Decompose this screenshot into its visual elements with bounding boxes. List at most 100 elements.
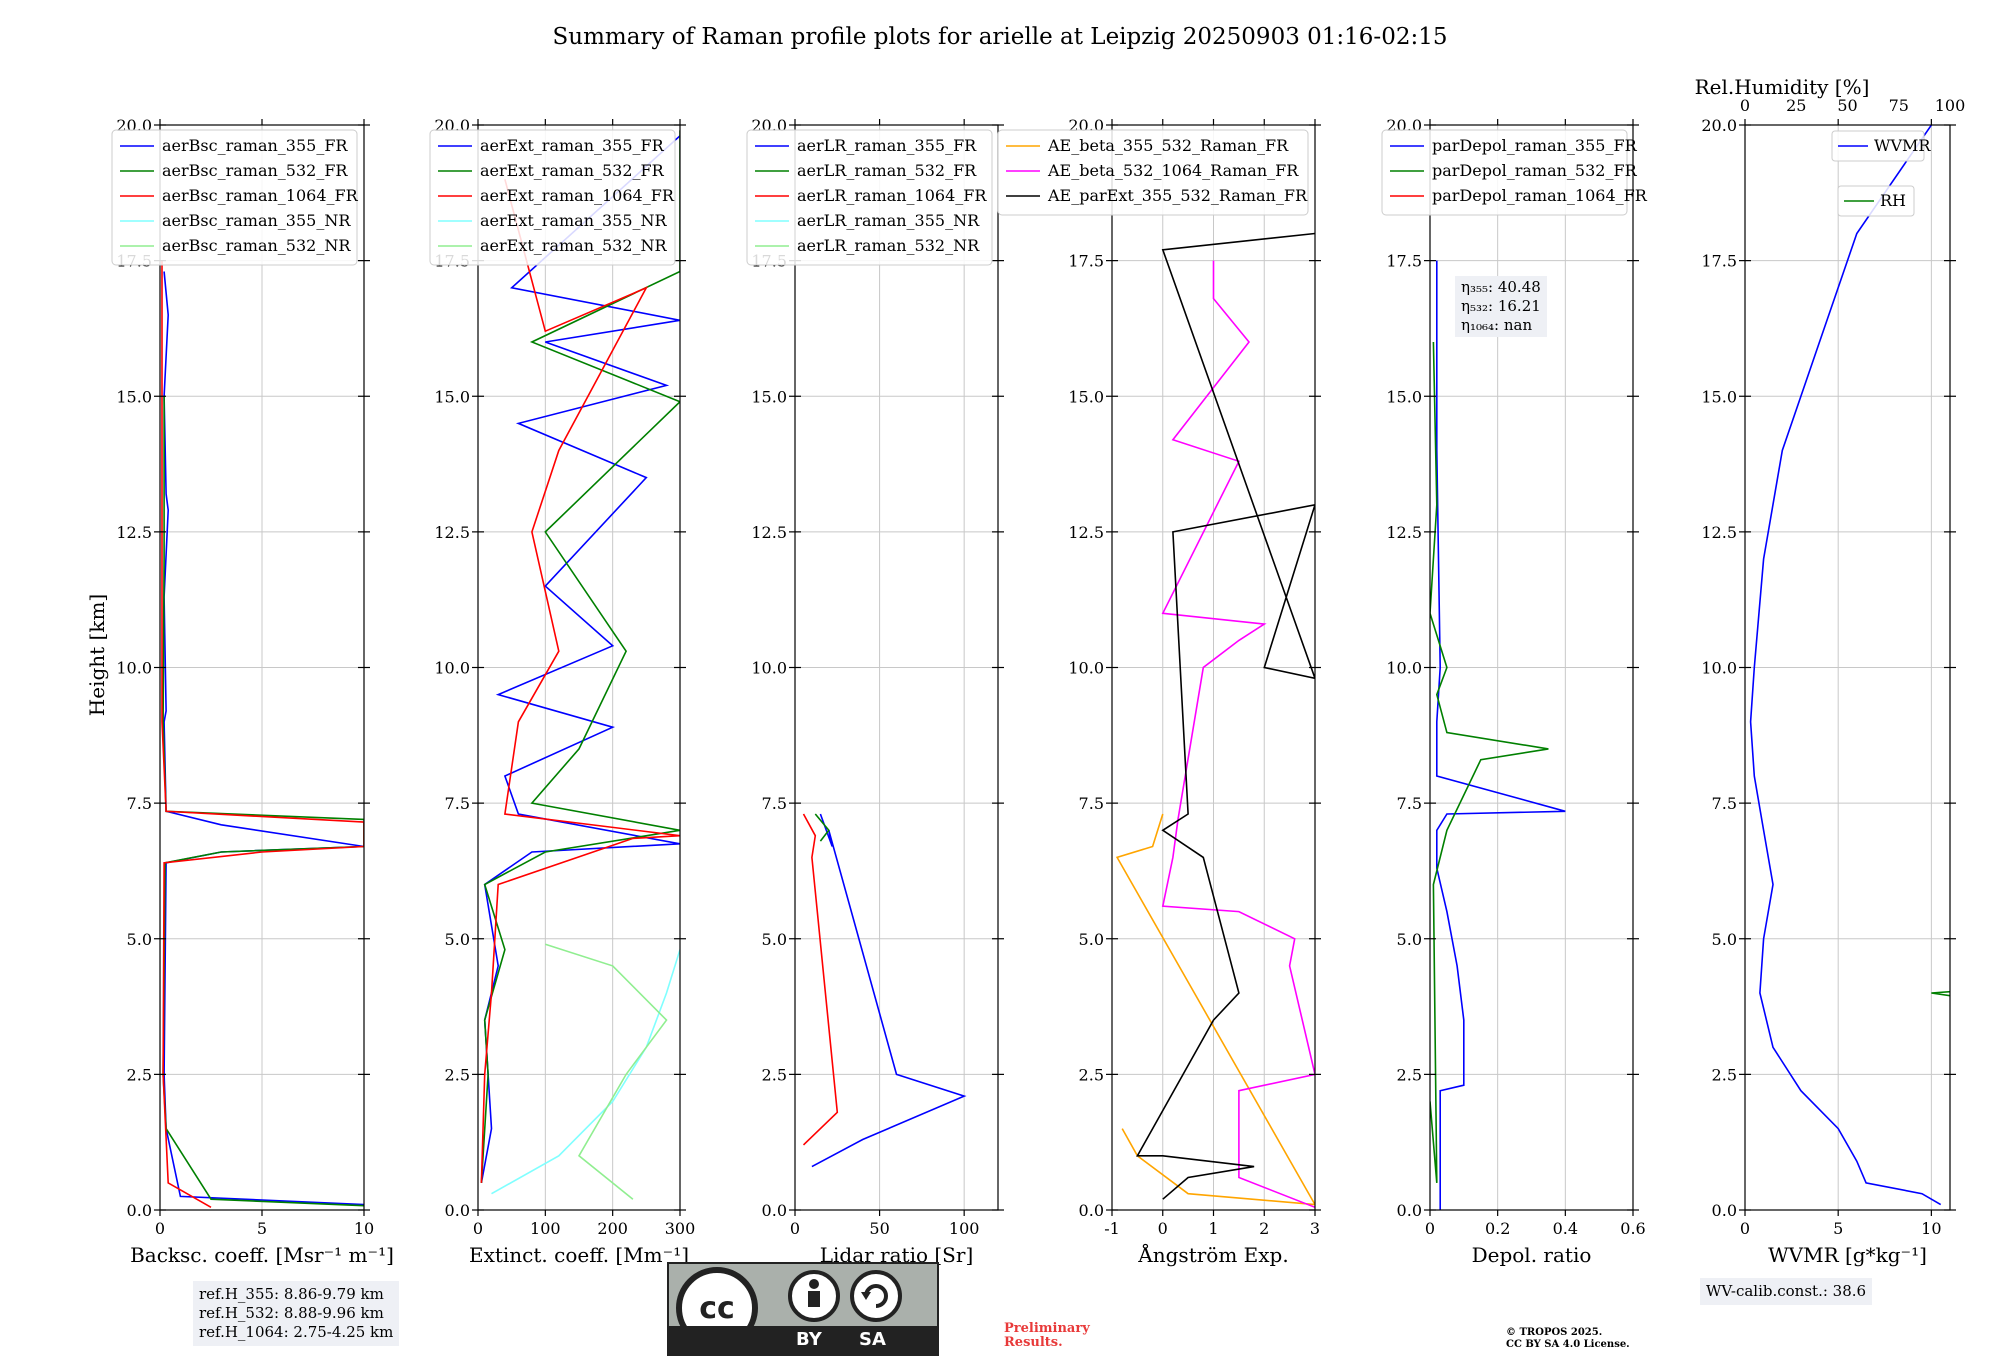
legend-box (746, 129, 993, 266)
legend-label: AE_beta_355_532_Raman_FR (1047, 136, 1289, 155)
ref-height-355: ref.H_355: 8.86-9.79 km (199, 1285, 384, 1303)
cc-badge-bottom-band: BY SA (669, 1326, 937, 1354)
y-tick-label: 0.0 (1397, 1201, 1422, 1220)
x-tick-label: 3 (1310, 1219, 1320, 1238)
y-tick-label: 5.0 (1712, 930, 1737, 949)
y-tick-label: 10.0 (1701, 659, 1737, 678)
y-tick-label: 2.5 (445, 1065, 470, 1084)
series-line-AE_beta_355_532_Raman_FR (1115, 813, 1315, 1206)
y-tick-label: 10.0 (1068, 659, 1104, 678)
y-tick-label: 7.5 (762, 794, 787, 813)
x-axis-label: WVMR [g*kg⁻¹] (1768, 1243, 1927, 1267)
legend-label: RH (1880, 191, 1906, 210)
y-tick-label: 17.5 (1068, 252, 1104, 271)
panel-lidar_ratio: 0.02.55.07.510.012.515.017.520.0050100Li… (746, 116, 1004, 1267)
panel-water_vapor: 0.02.55.07.510.012.515.017.520.00 5 100 25 5… (1701, 96, 1966, 1267)
reference-height-box: ref.H_355: 8.86-9.79 km ref.H_532: 8.88-… (193, 1281, 400, 1346)
legend-label: aerBsc_raman_1064_FR (162, 186, 359, 205)
y-tick-label: 12.5 (434, 523, 470, 542)
cc-sa-label: SA (859, 1329, 886, 1350)
x-tick-label: 10 (1921, 1219, 1941, 1238)
y-tick-label: 2.5 (1079, 1065, 1104, 1084)
x-tick-label: 50 (869, 1219, 889, 1238)
top-x-axis-label: Rel.Humidity [%] (1695, 75, 1870, 99)
series-line-aerExt_raman_532_NR (545, 943, 668, 1200)
x-tick-label: 100 (949, 1219, 980, 1238)
x-tick-label: 5 (1833, 1219, 1843, 1238)
y-tick-label: 0.0 (445, 1201, 470, 1220)
y-tick-label: 5.0 (1079, 930, 1104, 949)
x-tick-label: 0 (473, 1219, 483, 1238)
series-line-aerExt_raman_355_NR (491, 949, 680, 1195)
legend-label: AE_parExt_355_532_Raman_FR (1047, 186, 1308, 205)
series-line-parDepol_raman_532_FR (1430, 341, 1549, 1183)
x-tick-label: 0 (155, 1219, 165, 1238)
y-tick-label: 12.5 (1068, 523, 1104, 542)
legend-box (1831, 130, 1925, 162)
y-tick-label: 0.0 (127, 1201, 152, 1220)
x-tick-label: 200 (597, 1219, 628, 1238)
x-tick-label: 0.4 (1553, 1219, 1578, 1238)
legend-label: aerExt_raman_355_NR (480, 211, 668, 230)
y-tick-label: 7.5 (1397, 794, 1422, 813)
copyright-notice: © TROPOS 2025. CC BY SA 4.0 License. (1506, 1327, 1630, 1351)
x-tick-label: 2 (1259, 1219, 1269, 1238)
y-tick-label: 15.0 (116, 387, 152, 406)
x-tick-label: 1 (1208, 1219, 1218, 1238)
series-line-aerBsc_raman_1064_FR (161, 260, 364, 1208)
y-tick-label: 0.0 (762, 1201, 787, 1220)
eta-box: η₃₅₅: 40.48 η₅₃₂: 16.21 η₁₀₆₄: nan (1455, 276, 1547, 337)
series-line-aerBsc_raman_532_FR (162, 396, 364, 1207)
y-tick-label: 12.5 (1701, 523, 1737, 542)
preliminary-line-1: Preliminary (1004, 1321, 1090, 1336)
series-group (480, 130, 680, 1200)
legend-box (1837, 185, 1915, 217)
copyright-line-1: © TROPOS 2025. (1506, 1327, 1603, 1338)
series-group (161, 260, 364, 1208)
y-tick-label: 2.5 (1712, 1065, 1737, 1084)
preliminary-notice: Preliminary Results. (1004, 1322, 1090, 1350)
panel-depolarization: 0.02.55.07.510.012.515.017.520.00 0.2 0.4 0… (1381, 116, 1648, 1267)
y-tick-label: 0.0 (1712, 1201, 1737, 1220)
series-line-parDepol_raman_355_FR (1436, 260, 1566, 1210)
y-tick-label: 20.0 (1701, 116, 1737, 135)
y-tick-label: 15.0 (434, 387, 470, 406)
y-tick-label: 17.5 (1386, 252, 1422, 271)
top-x-tick-label: 100 (1935, 96, 1966, 115)
legend-label: aerLR_raman_532_FR (797, 161, 977, 180)
y-tick-label: 17.5 (1701, 252, 1737, 271)
legend-label: AE_beta_532_1064_Raman_FR (1047, 161, 1299, 180)
legend-label: aerBsc_raman_532_FR (162, 161, 348, 180)
x-tick-label: 10 (354, 1219, 374, 1238)
y-tick-label: 2.5 (762, 1065, 787, 1084)
legend-box (429, 129, 676, 266)
legend-label: parDepol_raman_1064_FR (1432, 186, 1648, 205)
panel-backscatter: 0.02.55.07.510.012.515.017.520.00510Back… (111, 116, 394, 1267)
eta-532: η₅₃₂: 16.21 (1461, 297, 1541, 315)
y-tick-label: 12.5 (751, 523, 787, 542)
series-line-aerLR_raman_1064_FR (802, 813, 839, 1146)
x-tick-label: 300 (665, 1219, 696, 1238)
sa-share-icon (850, 1270, 902, 1322)
y-tick-label: 7.5 (127, 794, 152, 813)
y-tick-label: 5.0 (762, 930, 787, 949)
x-tick-label: 0 (1740, 1219, 1750, 1238)
top-x-tick-label: 0 (1740, 96, 1750, 115)
legend-label: parDepol_raman_355_FR (1432, 136, 1638, 155)
figure-title: Summary of Raman profile plots for ariel… (553, 24, 1448, 50)
x-tick-label: 5 (257, 1219, 267, 1238)
y-tick-label: 5.0 (127, 930, 152, 949)
legend-label: aerExt_raman_1064_FR (480, 186, 675, 205)
legend-label: aerExt_raman_532_NR (480, 236, 668, 255)
x-tick-label: 100 (530, 1219, 561, 1238)
y-tick-label: 5.0 (445, 930, 470, 949)
legend-box (111, 129, 358, 266)
ref-height-532: ref.H_532: 8.88-9.96 km (199, 1304, 384, 1322)
x-tick-label: 0 (1158, 1219, 1168, 1238)
cc-by-label: BY (796, 1329, 822, 1350)
cc-logo-text: cc (699, 1291, 735, 1326)
cc-license-badge: cc BY SA (667, 1262, 939, 1356)
top-x-tick-label: 50 (1837, 96, 1857, 115)
y-tick-label: 15.0 (1701, 387, 1737, 406)
legend-label: aerBsc_raman_355_FR (162, 136, 348, 155)
